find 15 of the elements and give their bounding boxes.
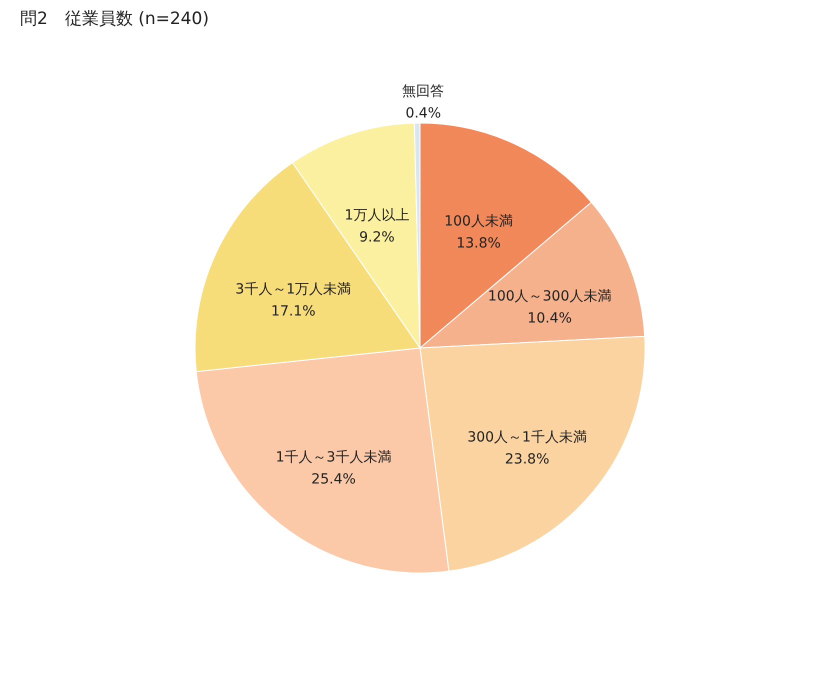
data-label: 13.8%: [456, 235, 501, 252]
data-label: 23.8%: [504, 451, 550, 468]
slice-label: 1千人～3千人未満: [276, 449, 392, 466]
chart-title: 問2 従業員数 (n=240): [20, 9, 209, 29]
slice-label: 300人～1千人未満: [467, 429, 587, 446]
data-label: 10.4%: [527, 310, 572, 326]
data-label: 25.4%: [311, 471, 356, 488]
slice-label: 100人～300人未満: [488, 288, 612, 304]
slice-label: 無回答: [402, 84, 444, 100]
data-label: 9.2%: [359, 229, 395, 246]
data-label: 17.1%: [271, 304, 316, 320]
slice-label: 100人未満: [444, 213, 513, 230]
data-label: 0.4%: [405, 106, 442, 122]
slice-label: 1万人以上: [344, 207, 410, 224]
slice-label: 3千人～1万人未満: [235, 282, 352, 298]
